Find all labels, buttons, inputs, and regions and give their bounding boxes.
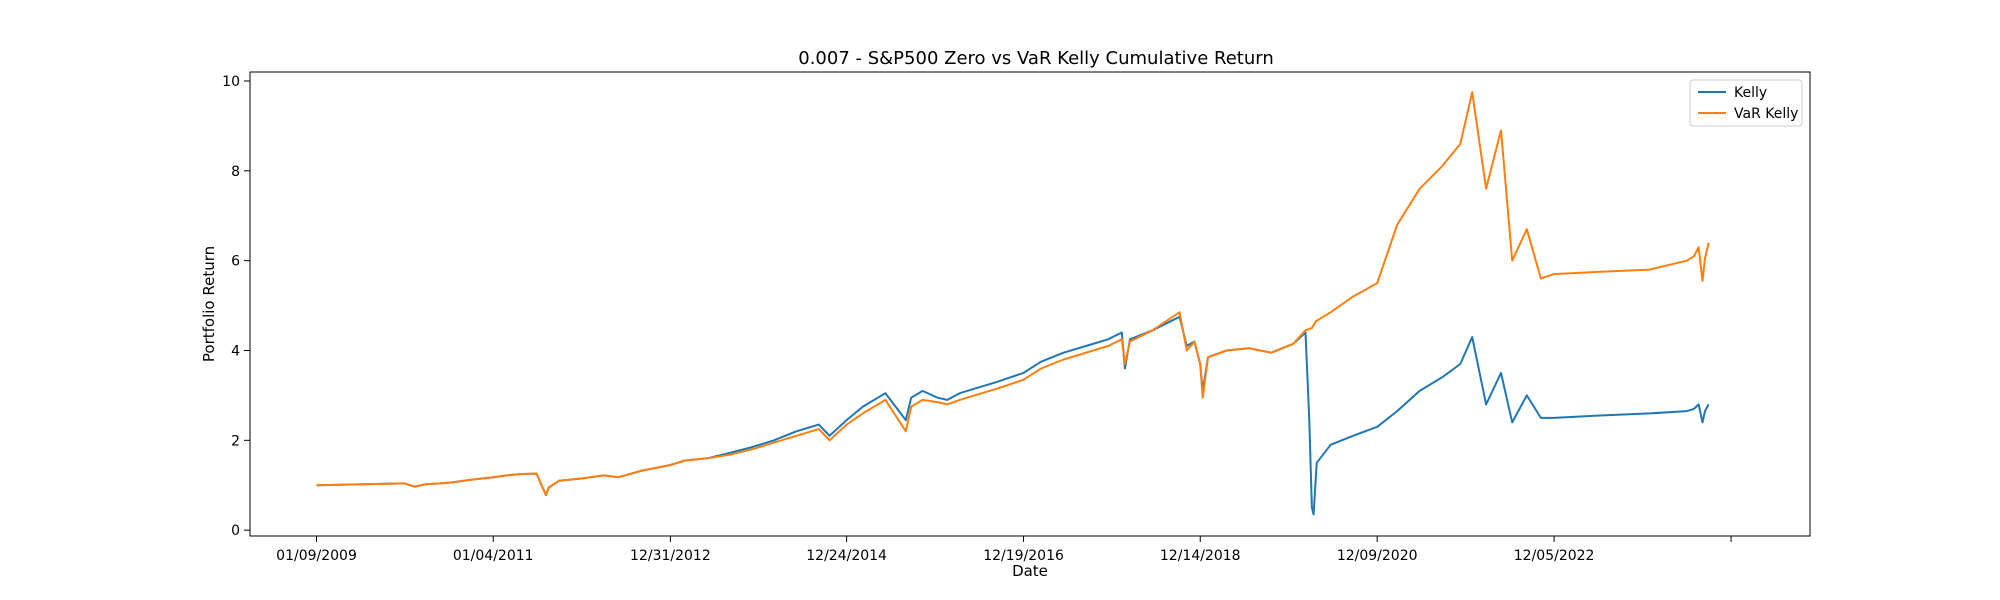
legend: Kelly VaR Kelly [1689,79,1803,127]
legend-label-var-kelly: VaR Kelly [1734,106,1798,122]
y-tick-label: 10 [222,74,240,90]
plot-frame [249,71,1811,537]
legend-label-kelly: Kelly [1734,85,1767,101]
x-tick-label: 01/04/2011 [453,548,534,564]
y-axis: 0 2 4 6 8 10 [222,74,250,539]
x-tick-label: 12/19/2016 [983,548,1064,564]
series-line-kelly [316,315,1710,516]
x-tick-label: 12/31/2012 [630,548,711,564]
x-tick-label: 12/14/2018 [1160,548,1241,564]
series-layer [316,91,1710,516]
series-line-var-kelly [316,91,1710,497]
y-axis-label: Portfolio Return [200,246,218,362]
y-tick-label: 2 [231,433,240,449]
x-tick-label: 12/24/2014 [806,548,887,564]
x-axis-label: Date [1012,562,1048,580]
x-tick-label: 01/09/2009 [276,548,357,564]
chart-title: 0.007 - S&P500 Zero vs VaR Kelly Cumulat… [798,48,1273,69]
y-tick-label: 4 [231,343,240,359]
x-axis: 01/09/2009 01/04/2011 12/31/2012 12/24/2014… [276,536,1732,564]
x-tick-label: 12/05/2022 [1514,548,1595,564]
y-tick-label: 0 [231,523,240,539]
y-tick-label: 6 [231,254,240,270]
x-tick-label: 12/09/2020 [1337,548,1418,564]
y-tick-label: 8 [231,164,240,180]
